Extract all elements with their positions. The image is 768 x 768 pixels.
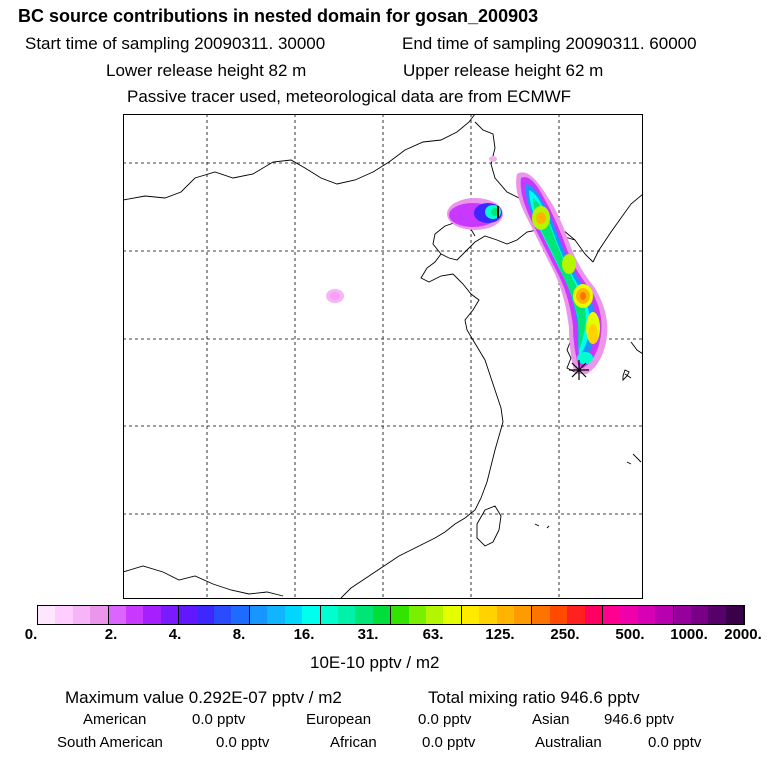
colorbar-swatch [108, 606, 127, 624]
colorbar-swatch [603, 606, 621, 624]
concentration-plume [326, 156, 608, 374]
colorbar-tick-label: 4. [168, 626, 182, 643]
colorbar-swatch [160, 606, 180, 624]
colorbar-swatch [284, 606, 303, 624]
plot-title: BC source contributions in nested domain… [18, 6, 539, 26]
american-label: American [83, 711, 147, 728]
south-american-label: South American [57, 734, 163, 751]
colorbar-swatch [179, 606, 197, 624]
australian-value: 0.0 pptv [648, 734, 702, 751]
colorbar-tick-label: 125. [485, 626, 515, 643]
colorbar-swatch [655, 606, 674, 624]
colorbar-swatch [425, 606, 444, 624]
colorbar-swatch [496, 606, 514, 624]
colorbar-swatch [408, 606, 426, 624]
colorbar-swatch [196, 606, 215, 624]
colorbar-swatch [55, 606, 73, 624]
european-label: European [306, 711, 372, 728]
colorbar-tick-label: 16. [293, 626, 315, 643]
colorbar-swatch [337, 606, 356, 624]
colorbar-swatch [372, 606, 392, 624]
colorbar-swatch [532, 606, 550, 624]
colorbar-swatch [302, 606, 321, 624]
colorbar-tick-label: 31. [357, 626, 379, 643]
map-panel [123, 114, 643, 599]
colorbar-swatch [391, 606, 409, 624]
colorbar-swatch [567, 606, 585, 624]
colorbar-tick-label: 2000. [724, 626, 762, 643]
colorbar-tick-label: 250. [550, 626, 580, 643]
african-value: 0.0 pptv [422, 734, 476, 751]
colorbar-tick-label: 0. [24, 626, 38, 643]
colorbar-swatch [231, 606, 250, 624]
colorbar-swatch [249, 606, 268, 624]
colorbar-swatch [38, 606, 56, 624]
lower-release-height-label: Lower release height 82 m [106, 61, 307, 80]
colorbar-tick-label: 63. [422, 626, 444, 643]
colorbar-tick-label: 500. [615, 626, 645, 643]
colorbar-units: 10E-10 pptv / m2 [310, 653, 440, 672]
colorbar-swatch [708, 606, 726, 624]
maximum-value: Maximum value 0.292E-07 pptv / m2 [65, 688, 342, 707]
colorbar-swatch [620, 606, 638, 624]
receptor-star-marker [569, 360, 589, 380]
asian-value: 946.6 pptv [604, 711, 675, 728]
colorbar-swatch [513, 606, 533, 624]
colorbar-swatch [549, 606, 568, 624]
colorbar-swatch [691, 606, 709, 624]
colorbar-swatch [90, 606, 109, 624]
colorbar-swatch [479, 606, 497, 624]
colorbar-swatch [126, 606, 144, 624]
colorbar-swatch [673, 606, 692, 624]
upper-release-height-label: Upper release height 62 m [403, 61, 604, 80]
end-time-label: End time of sampling 20090311. 60000 [402, 34, 697, 53]
colorbar-swatch [214, 606, 232, 624]
colorbar-swatch [355, 606, 373, 624]
colorbar-swatch [443, 606, 462, 624]
south-american-value: 0.0 pptv [216, 734, 270, 751]
total-mixing-ratio: Total mixing ratio 946.6 pptv [428, 688, 640, 707]
colorbar-swatch [267, 606, 285, 624]
start-time-label: Start time of sampling 20090311. 30000 [25, 34, 326, 53]
tracer-note: Passive tracer used, meteorological data… [127, 87, 572, 106]
colorbar-tick-label: 8. [232, 626, 246, 643]
american-value: 0.0 pptv [192, 711, 246, 728]
african-label: African [330, 734, 377, 751]
colorbar-swatch [584, 606, 603, 624]
colorbar-swatch [725, 606, 745, 624]
colorbar-swatch [461, 606, 480, 624]
colorbar-swatch [320, 606, 338, 624]
colorbar-swatch [72, 606, 91, 624]
european-value: 0.0 pptv [418, 711, 472, 728]
colorbar-swatch [143, 606, 161, 624]
colorbar-tick-label: 1000. [670, 626, 708, 643]
asian-label: Asian [532, 711, 570, 728]
colorbar [37, 605, 745, 625]
australian-label: Australian [535, 734, 602, 751]
colorbar-swatch [637, 606, 656, 624]
colorbar-tick-label: 2. [104, 626, 118, 643]
